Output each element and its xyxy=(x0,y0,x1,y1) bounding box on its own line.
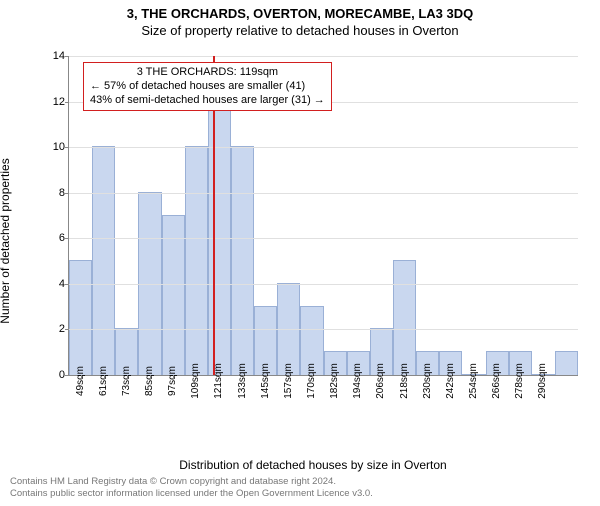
grid-line xyxy=(69,238,578,239)
y-tick-mark xyxy=(65,193,69,194)
x-tick-mark xyxy=(543,375,544,379)
y-tick-label: 0 xyxy=(45,369,65,381)
x-tick-label: 145sqm xyxy=(260,363,271,399)
y-tick-mark xyxy=(65,284,69,285)
x-tick-mark xyxy=(474,375,475,379)
bar xyxy=(92,146,115,375)
y-tick-label: 2 xyxy=(45,323,65,335)
x-tick-mark xyxy=(243,375,244,379)
x-tick-label: 218sqm xyxy=(399,363,410,399)
bar-slot: 278sqm xyxy=(509,56,532,375)
x-tick-mark xyxy=(451,375,452,379)
bar xyxy=(555,351,578,375)
x-tick-label: 85sqm xyxy=(144,366,155,396)
y-tick-mark xyxy=(65,147,69,148)
x-tick-label: 290sqm xyxy=(537,363,548,399)
x-tick-label: 109sqm xyxy=(190,363,201,399)
callout-line-1: 3 THE ORCHARDS: 119sqm xyxy=(90,66,325,80)
grid-line xyxy=(69,147,578,148)
x-tick-mark xyxy=(196,375,197,379)
bar xyxy=(69,260,92,375)
y-tick-label: 8 xyxy=(45,187,65,199)
y-tick-mark xyxy=(65,102,69,103)
x-tick-label: 230sqm xyxy=(422,363,433,399)
grid-line xyxy=(69,329,578,330)
bar-slot: 230sqm xyxy=(416,56,439,375)
x-tick-label: 121sqm xyxy=(213,363,224,399)
y-tick-label: 10 xyxy=(45,141,65,153)
x-tick-mark xyxy=(81,375,82,379)
x-tick-mark xyxy=(104,375,105,379)
grid-line xyxy=(69,284,578,285)
bar-slot: 254sqm xyxy=(462,56,485,375)
x-tick-label: 278sqm xyxy=(514,363,525,399)
x-tick-mark xyxy=(312,375,313,379)
bar xyxy=(185,146,208,375)
x-tick-label: 97sqm xyxy=(167,366,178,396)
y-tick-mark xyxy=(65,375,69,376)
x-tick-mark xyxy=(335,375,336,379)
x-tick-label: 73sqm xyxy=(121,366,132,396)
x-tick-mark xyxy=(173,375,174,379)
page-title: 3, THE ORCHARDS, OVERTON, MORECAMBE, LA3… xyxy=(0,6,600,21)
x-tick-label: 206sqm xyxy=(375,363,386,399)
y-tick-label: 14 xyxy=(45,50,65,62)
x-tick-label: 242sqm xyxy=(445,363,456,399)
callout-box: 3 THE ORCHARDS: 119sqm ← 57% of detached… xyxy=(83,62,332,111)
y-tick-label: 6 xyxy=(45,232,65,244)
bar-slot: 206sqm xyxy=(370,56,393,375)
footer-attribution: Contains HM Land Registry data © Crown c… xyxy=(10,476,373,500)
bar-slot: 242sqm xyxy=(439,56,462,375)
x-tick-mark xyxy=(219,375,220,379)
bar-slot: 218sqm xyxy=(393,56,416,375)
bar xyxy=(231,146,254,375)
x-tick-mark xyxy=(289,375,290,379)
y-tick-mark xyxy=(65,238,69,239)
x-tick-label: 194sqm xyxy=(352,363,363,399)
callout-line-3: 43% of semi-detached houses are larger (… xyxy=(90,94,325,108)
x-tick-mark xyxy=(358,375,359,379)
histogram-chart: Number of detached properties 49sqm61sqm… xyxy=(48,56,578,426)
x-tick-mark xyxy=(405,375,406,379)
x-tick-mark xyxy=(520,375,521,379)
bar-slot xyxy=(555,56,578,375)
bar-slot: 266sqm xyxy=(486,56,509,375)
x-tick-mark xyxy=(127,375,128,379)
x-tick-mark xyxy=(150,375,151,379)
x-tick-label: 61sqm xyxy=(98,366,109,396)
x-tick-label: 266sqm xyxy=(491,363,502,399)
y-tick-mark xyxy=(65,329,69,330)
bar xyxy=(393,260,416,375)
grid-line xyxy=(69,56,578,57)
page-subtitle: Size of property relative to detached ho… xyxy=(0,23,600,38)
x-tick-label: 133sqm xyxy=(237,363,248,399)
y-tick-label: 4 xyxy=(45,278,65,290)
x-tick-mark xyxy=(381,375,382,379)
x-axis-label: Distribution of detached houses by size … xyxy=(48,458,578,472)
x-tick-label: 182sqm xyxy=(329,363,340,399)
footer-line-1: Contains HM Land Registry data © Crown c… xyxy=(10,476,373,488)
grid-line xyxy=(69,193,578,194)
plot-area: 49sqm61sqm73sqm85sqm97sqm109sqm121sqm133… xyxy=(68,56,578,376)
bar-slot: 290sqm xyxy=(532,56,555,375)
callout-line-2: ← 57% of detached houses are smaller (41… xyxy=(90,80,325,94)
x-tick-label: 49sqm xyxy=(75,366,86,396)
y-tick-label: 12 xyxy=(45,96,65,108)
footer-line-2: Contains public sector information licen… xyxy=(10,488,373,500)
x-tick-label: 254sqm xyxy=(468,363,479,399)
y-axis-label: Number of detached properties xyxy=(0,158,12,323)
y-tick-mark xyxy=(65,56,69,57)
x-tick-mark xyxy=(428,375,429,379)
x-tick-mark xyxy=(266,375,267,379)
x-tick-mark xyxy=(497,375,498,379)
bar-slot: 194sqm xyxy=(347,56,370,375)
x-tick-label: 170sqm xyxy=(306,363,317,399)
x-tick-label: 157sqm xyxy=(283,363,294,399)
